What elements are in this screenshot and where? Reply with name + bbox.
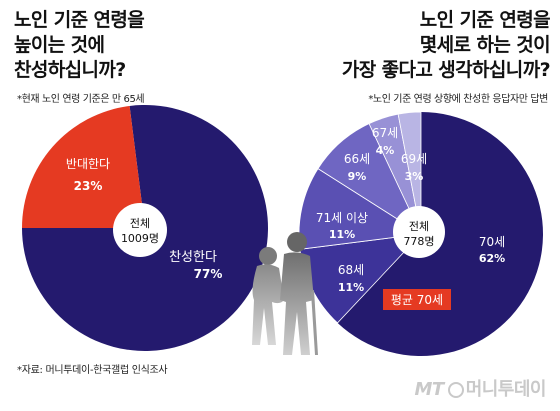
elderly-couple-illustration	[252, 232, 318, 355]
left-question-line-3: 찬성하십니까?	[14, 59, 126, 81]
pie-right-center-count: 778명	[403, 235, 434, 248]
pie-left-center-count: 1009명	[121, 232, 159, 245]
right-question: 노인 기준 연령을 몇세로 하는 것이 가장 좋다고 생각하십니까?	[250, 8, 551, 83]
pie-right-label-4: 67세	[372, 126, 398, 140]
brand-logo: MT 머니투데이	[414, 375, 546, 401]
brand-name: 머니투데이	[465, 379, 547, 400]
pie-right-label-0: 70세	[479, 235, 505, 249]
pie-left-value-0: 77%	[194, 267, 223, 281]
right-note: *노인 기준 연령 상향에 찬성한 응답자만 답변	[368, 94, 548, 105]
right-question-line-3: 가장 좋다고 생각하십니까?	[341, 59, 551, 81]
pie-left-slice-0	[22, 105, 268, 351]
pie-left-center-title: 전체	[130, 217, 150, 230]
pie-right-value-4: 4%	[376, 144, 395, 157]
pie-right-value-0: 62%	[479, 252, 505, 265]
pie-right-label-3: 66세	[344, 152, 370, 166]
average-age-badge	[383, 289, 451, 310]
pie-right-value-5: 3%	[405, 170, 424, 183]
right-question-line-2: 몇세로 하는 것이	[419, 34, 551, 56]
pie-left-label-0: 찬성한다	[169, 250, 217, 265]
pie-left-label-1: 반대한다	[66, 157, 110, 171]
pie-right-center-title: 전체	[409, 220, 429, 233]
pie-left-center	[113, 203, 167, 257]
pie-right-center	[393, 206, 445, 258]
left-question-line-2: 높이는 것에	[14, 34, 105, 56]
right-question-line-1: 노인 기준 연령을	[419, 9, 551, 31]
source-note: *자료: 머니투데이-한국갤럽 인식조사	[17, 365, 168, 376]
left-note: *현재 노인 연령 기준은 만 65세	[17, 94, 145, 105]
pie-right-value-3: 9%	[348, 170, 367, 183]
average-age-label: 평균 70세	[391, 293, 443, 307]
pie-left-value-1: 23%	[74, 179, 103, 193]
pie-chart-left: 찬성한다 77% 반대한다 23% 전체 1009명	[22, 105, 268, 351]
brand-circle-icon	[447, 382, 464, 398]
pie-chart-right: 70세 62% 68세 11% 71세 이상 11% 66세 9% 67세 4% 69세 3% 전체 77…	[298, 111, 544, 356]
pie-right-slice-5	[397, 111, 422, 235]
pie-right-label-1: 68세	[338, 263, 364, 277]
left-question: 노인 기준 연령을 높이는 것에 찬성하십니까?	[14, 8, 244, 83]
pie-right-value-2: 11%	[329, 228, 355, 241]
pie-right-label-5: 69세	[401, 152, 427, 166]
brand-mt: MT	[414, 379, 444, 400]
left-question-line-1: 노인 기준 연령을	[14, 9, 145, 31]
pie-right-label-2: 71세 이상	[316, 211, 368, 225]
pie-right-value-1: 11%	[338, 281, 364, 294]
pie-left-slice-1	[22, 105, 145, 228]
